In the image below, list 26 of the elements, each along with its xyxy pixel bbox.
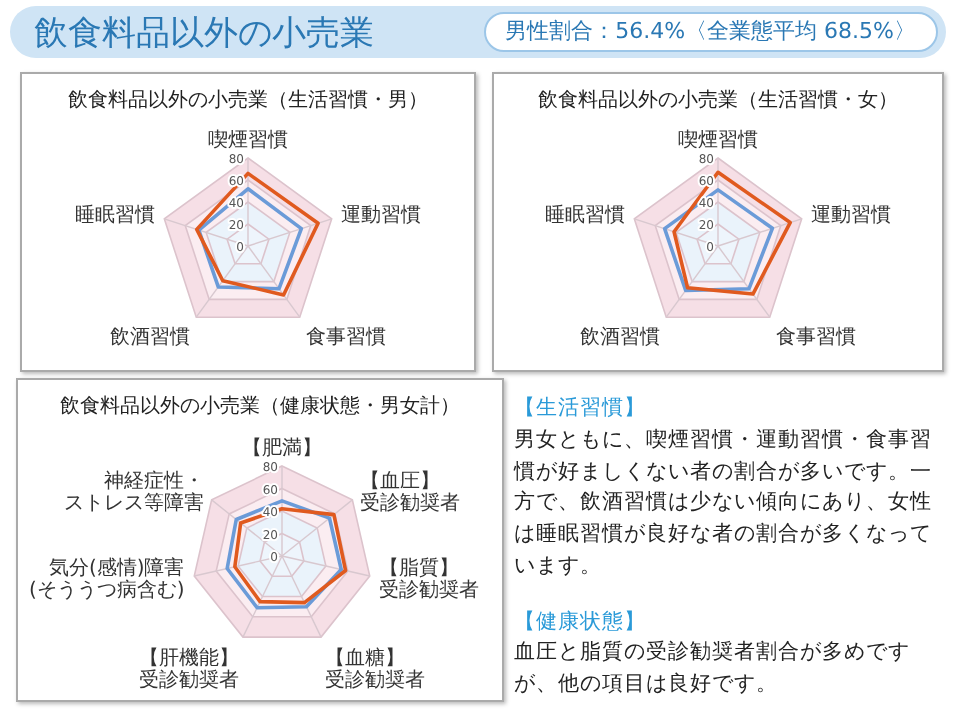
spoke-label: 喫煙習慣 — [208, 128, 288, 152]
spoke-label: 睡眠習慣 — [544, 203, 625, 228]
text: 男性割合：56.4%〈全業態平均 68.5%〉 — [483, 12, 938, 52]
spoke-label: 【肥満】 — [242, 436, 322, 460]
chart-title: 飲食料品以外の小売業（生活習慣・女） — [538, 88, 898, 112]
text: 男女ともに、喫煙習慣・運動習慣・食事習慣が好ましくない者の割合が多いです。一方で、飲酒習慣は少ない傾向にあり、女性は睡眠習慣が良好な者の割合が多くなっています。 — [514, 425, 934, 582]
spoke-label: 食事習慣 — [305, 324, 386, 349]
text: 飲食料品以外の小売業 — [34, 12, 374, 56]
text: 【生活習慣】 — [514, 394, 648, 424]
spoke-label: 【肝機能】受診勧奨者 — [138, 645, 239, 692]
spoke-label: 飲酒習慣 — [580, 324, 661, 349]
spoke-label: 【脂質】受診勧奨者 — [379, 555, 480, 602]
chart-title: 飲食料品以外の小売業（生活習慣・男） — [68, 88, 428, 112]
spoke-label: 【血糖】受診勧奨者 — [325, 645, 426, 692]
spoke-label: 喫煙習慣 — [678, 128, 758, 152]
spoke-label: 運動習慣 — [811, 203, 892, 228]
spoke-label: 食事習慣 — [775, 324, 856, 349]
spoke-label: 気分(感情)障害(そううつ病含む) — [28, 555, 185, 602]
text: 【健康状態】 — [514, 607, 648, 637]
spoke-label: 運動習慣 — [341, 203, 422, 228]
spoke-label: 飲酒習慣 — [110, 324, 191, 349]
spoke-label: 神経症性・ストレス等障害 — [63, 469, 204, 516]
text: 血圧と脂質の受診勧奨者割合が多めですが、他の項目は良好です。 — [514, 638, 912, 700]
chart-title: 飲食料品以外の小売業（健康状態・男女計） — [60, 394, 460, 418]
spoke-label: 【血圧】受診勧奨者 — [360, 469, 461, 516]
spoke-label: 睡眠習慣 — [74, 203, 155, 228]
